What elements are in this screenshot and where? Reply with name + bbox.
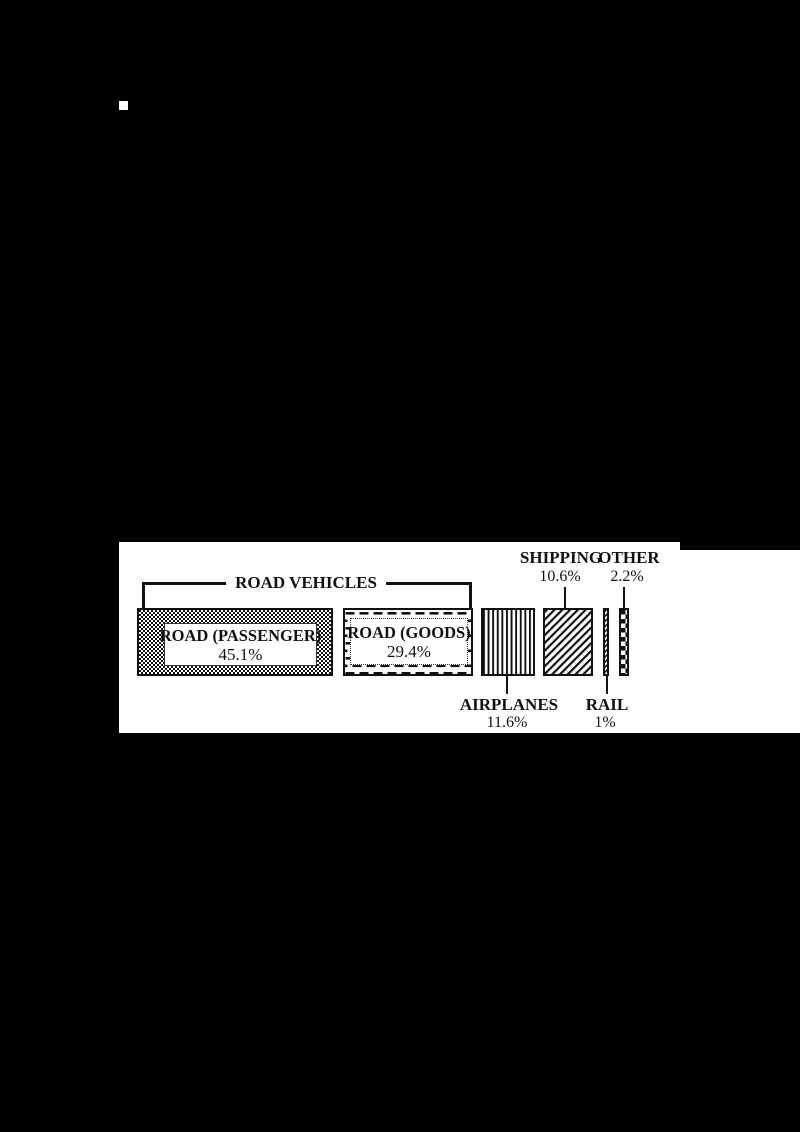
- fine-hatch-pattern-fill: [605, 610, 607, 674]
- bar-shipping: [543, 608, 593, 676]
- rail-percentage: 1%: [594, 714, 616, 731]
- road-vehicles-group-label: ROAD VEHICLES: [226, 573, 386, 593]
- bar-road-goods: ROAD (GOODS) 29.4%: [343, 608, 473, 676]
- bar-airplanes: [481, 608, 535, 676]
- road-passenger-percentage: 45.1%: [218, 644, 263, 664]
- bar-other: [619, 608, 629, 676]
- bar-rail: [603, 608, 609, 676]
- airplanes-leader-line: [506, 676, 508, 694]
- other-percentage: 2.2%: [610, 568, 644, 585]
- road-passenger-label: ROAD (PASSENGER): [159, 625, 322, 645]
- shipping-percentage: 10.6%: [539, 568, 581, 585]
- road-goods-percentage: 29.4%: [387, 641, 431, 661]
- road-vehicles-bracket-right-tick: [469, 582, 472, 609]
- diamond-checker-pattern-fill: [621, 610, 627, 674]
- road-passenger-label-plate: ROAD (PASSENGER) 45.1%: [160, 623, 321, 666]
- other-leader-line: [623, 587, 625, 608]
- bar-road-passenger: ROAD (PASSENGER) 45.1%: [137, 608, 333, 676]
- scan-notch: [680, 542, 800, 550]
- airplanes-label: AIRPLANES: [459, 695, 559, 714]
- airplanes-percentage: 11.6%: [486, 714, 528, 731]
- rail-label: RAIL: [585, 695, 629, 714]
- page-corner-marker: [119, 101, 128, 110]
- road-goods-label-plate: ROAD (GOODS) 29.4%: [347, 618, 471, 665]
- road-goods-label: ROAD (GOODS): [347, 622, 471, 642]
- rail-leader-line: [606, 676, 608, 694]
- shipping-label: SHIPPING: [519, 548, 603, 567]
- vertical-lines-pattern-fill: [483, 610, 533, 674]
- other-label: OTHER: [598, 548, 660, 567]
- road-vehicles-bracket-left-tick: [142, 582, 145, 609]
- transport-share-figure: ROAD VEHICLES SHIPPING OTHER 10.6% 2.2% …: [119, 542, 800, 733]
- diagonal-lines-pattern-fill: [545, 610, 591, 674]
- shipping-leader-line: [564, 587, 566, 608]
